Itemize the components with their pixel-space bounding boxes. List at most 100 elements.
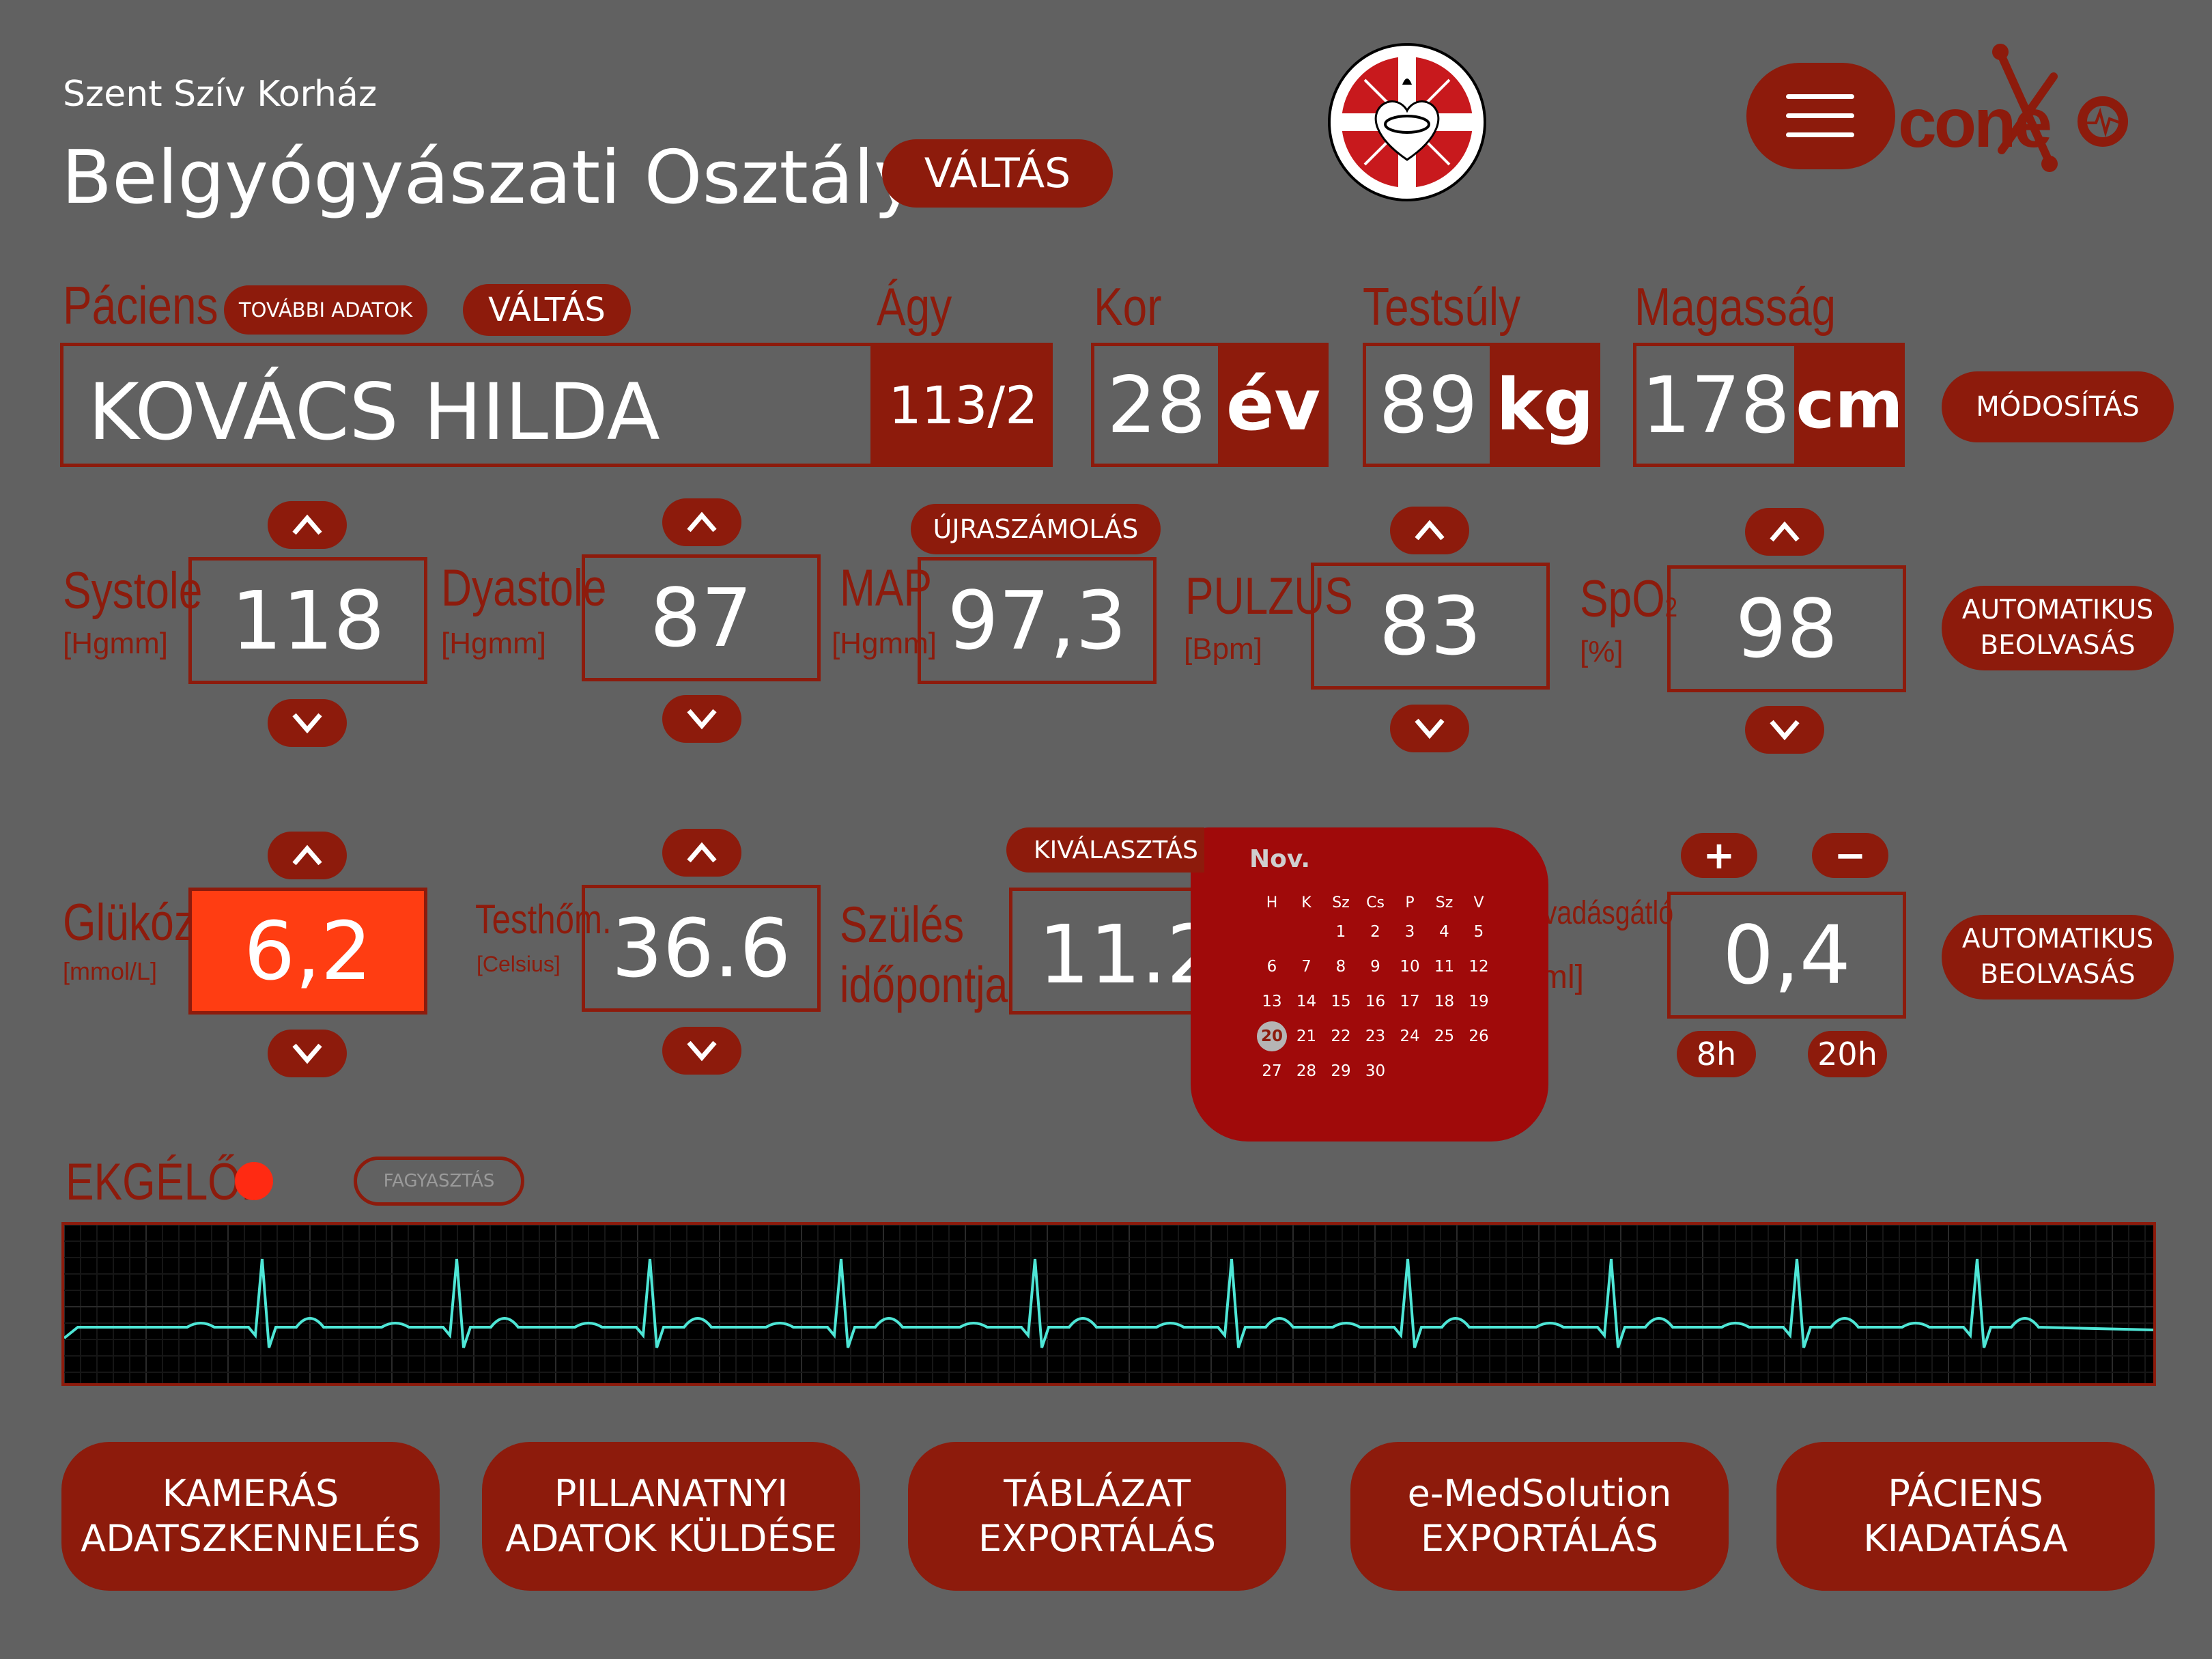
pulse-up-button[interactable] bbox=[1390, 507, 1469, 554]
map-field[interactable]: 97,3 bbox=[918, 557, 1157, 684]
live-indicator bbox=[235, 1162, 273, 1200]
spo2-up-button[interactable] bbox=[1745, 508, 1824, 556]
chevron-down-icon bbox=[292, 1043, 322, 1064]
anticoag-8h-button[interactable]: 8h bbox=[1677, 1031, 1756, 1077]
calendar-day[interactable]: 30 bbox=[1365, 1062, 1386, 1080]
calendar-day[interactable]: 15 bbox=[1331, 993, 1351, 1010]
menu-button[interactable] bbox=[1746, 63, 1895, 169]
height-box[interactable]: 178 cm bbox=[1633, 343, 1905, 467]
age-box[interactable]: 28 év bbox=[1091, 343, 1329, 467]
calendar-day[interactable]: 8 bbox=[1335, 958, 1346, 976]
calendar-day[interactable]: 3 bbox=[1404, 923, 1415, 941]
calendar-day[interactable]: 4 bbox=[1439, 923, 1449, 941]
calendar-day[interactable]: 29 bbox=[1331, 1062, 1351, 1080]
calendar-day[interactable]: 14 bbox=[1296, 993, 1317, 1010]
weight-box[interactable]: 89 kg bbox=[1363, 343, 1600, 467]
chevron-up-icon bbox=[1415, 520, 1445, 541]
anticoag-field[interactable]: 0,4 bbox=[1667, 892, 1906, 1019]
anticoag-minus-button[interactable]: − bbox=[1812, 833, 1888, 878]
spo2-down-button[interactable] bbox=[1745, 706, 1824, 754]
age-value: 28 bbox=[1107, 359, 1206, 451]
systole-up-button[interactable] bbox=[268, 501, 347, 549]
bed-box[interactable]: 113/2 bbox=[874, 343, 1053, 467]
calendar-grid[interactable]: H K Sz Cs P Sz V 1 2 3 4 5 6 7 8 9 10 11 12 13 14 15 16 17 18 19 2… bbox=[1191, 827, 1548, 1142]
calendar-day[interactable]: 21 bbox=[1296, 1027, 1317, 1045]
spo2-label-text: SpO bbox=[1580, 570, 1665, 628]
calendar-day[interactable]: 25 bbox=[1434, 1027, 1455, 1045]
calendar-day[interactable]: 9 bbox=[1370, 958, 1380, 976]
calendar-day[interactable]: 5 bbox=[1473, 923, 1484, 941]
calendar-day[interactable]: 19 bbox=[1469, 993, 1489, 1010]
calendar-day[interactable]: 6 bbox=[1266, 958, 1277, 976]
patient-name-box[interactable]: KOVÁCS HILDA bbox=[60, 343, 874, 467]
select-date-button[interactable]: KIVÁLASZTÁS bbox=[1006, 827, 1204, 873]
calendar-weekday: H bbox=[1266, 894, 1278, 911]
diastole-up-button[interactable] bbox=[662, 498, 741, 546]
calendar-day[interactable]: 28 bbox=[1296, 1062, 1317, 1080]
brand-logo: cone bbox=[1898, 41, 2157, 178]
patient-name: KOVÁCS HILDA bbox=[88, 367, 660, 457]
calendar-day[interactable]: 11 bbox=[1434, 958, 1455, 976]
calendar-day[interactable]: 10 bbox=[1400, 958, 1420, 976]
calendar-day[interactable]: 24 bbox=[1400, 1027, 1420, 1045]
discharge-patient-button[interactable]: PÁCIENS KIADATÁSA bbox=[1776, 1442, 2155, 1591]
calendar-day[interactable]: 1 bbox=[1335, 923, 1346, 941]
table-export-button[interactable]: TÁBLÁZAT EXPORTÁLÁS bbox=[908, 1442, 1286, 1591]
temp-down-button[interactable] bbox=[662, 1027, 741, 1075]
map-label: MAP bbox=[840, 559, 933, 617]
glucose-down-button[interactable] bbox=[268, 1030, 347, 1077]
modify-button[interactable]: MÓDOSÍTÁS bbox=[1942, 371, 2174, 442]
department-switch-button[interactable]: VÁLTÁS bbox=[882, 139, 1113, 208]
calendar-weekday: V bbox=[1473, 894, 1484, 911]
freeze-button[interactable]: FAGYASZTÁS bbox=[354, 1157, 524, 1206]
auto-read-label-1: AUTOMATIKUS bbox=[1961, 924, 2154, 954]
temp-field[interactable]: 36.6 bbox=[582, 885, 821, 1012]
diastole-field[interactable]: 87 bbox=[582, 554, 821, 681]
recalculate-button[interactable]: ÚJRASZÁMOLÁS bbox=[911, 504, 1161, 554]
ekg-trace bbox=[64, 1225, 2153, 1383]
calendar-day[interactable]: 2 bbox=[1370, 923, 1380, 941]
anticoag-20h-button[interactable]: 20h bbox=[1808, 1031, 1887, 1077]
pulse-unit: [Bpm] bbox=[1184, 632, 1262, 666]
systole-down-button[interactable] bbox=[268, 699, 347, 747]
auto-read-button-vitals[interactable]: AUTOMATIKUS BEOLVASÁS bbox=[1942, 586, 2174, 670]
systole-field[interactable]: 118 bbox=[188, 557, 427, 684]
age-label: Kor bbox=[1094, 276, 1162, 337]
anticoag-plus-button[interactable]: + bbox=[1681, 833, 1757, 878]
send-snapshot-button[interactable]: PILLANATNYI ADATOK KÜLDÉSE bbox=[482, 1442, 860, 1591]
pulse-down-button[interactable] bbox=[1390, 705, 1469, 752]
chevron-down-icon bbox=[1415, 718, 1445, 739]
emedsolution-export-button[interactable]: e-MedSolution EXPORTÁLÁS bbox=[1350, 1442, 1729, 1591]
glucose-up-button[interactable] bbox=[268, 832, 347, 879]
calendar-day[interactable]: 17 bbox=[1400, 993, 1420, 1010]
temp-up-button[interactable] bbox=[662, 829, 741, 877]
hamburger-icon bbox=[1786, 94, 1854, 138]
patient-switch-button[interactable]: VÁLTÁS bbox=[463, 284, 631, 336]
calendar-day[interactable]: 27 bbox=[1262, 1062, 1282, 1080]
pulse-field[interactable]: 83 bbox=[1311, 563, 1550, 690]
calendar-day[interactable]: 13 bbox=[1262, 993, 1282, 1010]
spo2-field[interactable]: 98 bbox=[1667, 565, 1906, 692]
diastole-down-button[interactable] bbox=[662, 695, 741, 743]
calendar-day[interactable]: 22 bbox=[1331, 1027, 1351, 1045]
calendar-day[interactable]: 18 bbox=[1434, 993, 1455, 1010]
diastole-unit: [Hgmm] bbox=[441, 627, 546, 660]
date-picker-popover[interactable]: Nov. H K Sz Cs P Sz V 1 2 3 4 5 6 7 8 9 10 11 12 13 14 15 16 17… bbox=[1191, 827, 1548, 1142]
anticoag-label: lvadásgátló bbox=[1537, 895, 1674, 931]
glucose-field[interactable]: 6,2 bbox=[188, 888, 427, 1015]
more-data-button[interactable]: TOVÁBBI ADATOK bbox=[224, 285, 427, 335]
birth-label-2: időpontja bbox=[840, 956, 1008, 1013]
spo2-label: SpO2 bbox=[1580, 569, 1677, 629]
camera-scan-button[interactable]: KAMERÁS ADATSZKENNELÉS bbox=[61, 1442, 440, 1591]
calendar-day[interactable]: 26 bbox=[1469, 1027, 1489, 1045]
calendar-day-selected[interactable]: 20 bbox=[1257, 1021, 1287, 1051]
calendar-day[interactable]: 12 bbox=[1469, 958, 1489, 976]
calendar-day[interactable]: 7 bbox=[1301, 958, 1311, 976]
calendar-weekday: Cs bbox=[1366, 894, 1385, 911]
temp-unit: [Celsius] bbox=[477, 952, 561, 976]
calendar-day[interactable]: 23 bbox=[1365, 1027, 1386, 1045]
chevron-up-icon bbox=[1770, 521, 1800, 542]
auto-read-button-anticoag[interactable]: AUTOMATIKUS BEOLVASÁS bbox=[1942, 915, 2174, 999]
calendar-day[interactable]: 16 bbox=[1365, 993, 1386, 1010]
calendar-weekday: Sz bbox=[1435, 894, 1454, 911]
